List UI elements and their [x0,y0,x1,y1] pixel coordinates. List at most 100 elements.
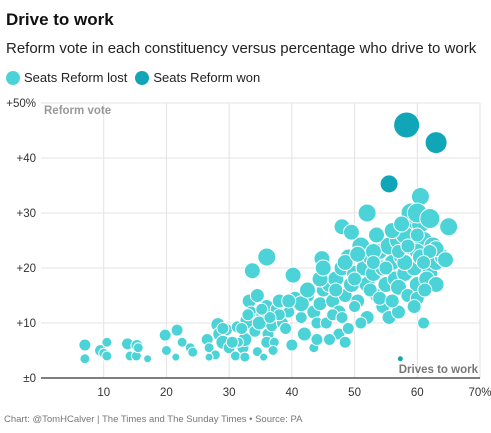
scatter-point-lost [335,311,349,324]
scatter-point-lost [349,245,367,263]
y-tick-label: +40 [16,153,36,165]
legend-item-lost: Seats Reform lost [6,70,127,85]
x-tick-label: 30 [223,387,236,399]
scatter-point-lost [225,335,239,349]
scatter-point-lost [101,350,113,362]
series-lost-points [78,187,459,365]
scatter-point-won [396,355,404,363]
scatter-point-lost [101,336,113,348]
x-tick-label: 50 [348,387,361,399]
scatter-point-lost [263,311,277,324]
scatter-point-lost [235,322,249,335]
scatter-point-lost [296,326,312,342]
scatter-point-lost [78,338,92,352]
scatter-point-lost [328,282,344,298]
y-axis-label: Reform vote [44,105,111,117]
scatter-point-lost [365,255,381,270]
chart-credit: Chart: @TomHCalver | The Times and The S… [4,414,303,425]
chart-legend: Seats Reform lost Seats Reform won [6,70,268,85]
x-tick-label: 60 [411,387,424,399]
scatter-point-won [424,131,448,155]
x-tick-label: 40 [285,387,298,399]
x-axis-label: Drives to work [399,364,479,376]
y-tick-label: +30 [16,208,36,220]
scatter-point-lost [204,352,214,362]
legend-swatch-won [135,70,150,85]
scatter-point-lost [406,299,422,314]
scatter-point-lost [416,255,432,270]
scatter-point-lost [284,266,302,284]
scatter-point-lost [312,296,328,312]
scatter-point-lost [216,322,230,335]
scatter-point-lost [419,208,441,229]
series-won-points [379,111,448,363]
scatter-point-lost [322,333,336,346]
scatter-point-lost [257,247,277,267]
scatter-point-lost [410,187,430,206]
scatter-point-lost [314,259,332,277]
x-tick-label: 20 [160,387,173,399]
chart-title: Drive to work [6,10,114,29]
legend-swatch-lost [6,70,20,85]
scatter-point-lost [310,333,324,346]
scatter-point-lost [241,308,255,322]
scatter-point-lost [79,353,91,365]
scatter-point-lost [347,271,363,287]
scatter-point-lost [267,345,279,356]
legend-label-lost: Seats Reform lost [24,70,128,85]
scatter-point-lost [143,354,153,364]
scatter-point-lost [187,346,199,358]
scatter-point-lost [251,346,263,358]
scatter-point-lost [259,352,269,362]
y-tick-label: ±0 [23,373,36,385]
scatter-point-lost [378,260,394,276]
legend-item-won: Seats Reform won [135,70,260,85]
scatter-point-lost [255,302,269,316]
chart-subtitle: Reform vote in each constituency versus … [6,40,477,57]
scatter-point-lost [400,238,416,254]
scatter-point-lost [294,311,308,324]
scatter-point-lost [281,293,297,309]
scatter-point-lost [249,288,265,303]
scatter-point-won [393,111,421,139]
y-tick-label: +10 [16,318,36,330]
scatter-point-lost [384,293,400,309]
scatter-point-lost [357,203,377,223]
x-tick-label: 70% [468,387,491,399]
scatter-point-lost [372,290,388,306]
y-axis-tick-labels: ±0 +10 +20 +30 +40 +50% [6,98,36,385]
scatter-point-lost [176,336,188,348]
scatter-point-lost [338,335,352,349]
scatter-point-lost [239,351,251,363]
scatter-point-lost [132,342,144,354]
scatter-point-lost [439,217,459,237]
scatter-point-lost [393,215,411,233]
scatter-point-lost [170,323,184,337]
scatter-point-lost [362,282,378,298]
scatter-point-lost [341,322,355,335]
scatter-point-lost [279,322,293,335]
y-tick-label: +20 [16,263,36,275]
scatter-point-lost [409,227,425,243]
legend-label-won: Seats Reform won [153,70,261,85]
scatter-point-lost [348,300,362,313]
scatter-point-lost [437,251,455,269]
scatter-point-lost [285,338,299,352]
scatter-point-lost [354,316,368,330]
scatter-point-lost [342,223,360,241]
scatter-point-lost [160,345,172,356]
scatter-point-lost [336,254,354,271]
scatter-point-lost [417,316,431,330]
scatter-point-lost [368,226,386,244]
scatter-point-won [379,174,399,194]
x-axis-tick-labels: 10 20 30 40 50 60 70% [97,387,491,399]
scatter-point-lost [417,282,433,298]
scatter-point-lost [171,352,181,362]
x-tick-label: 10 [97,387,110,399]
y-tick-label: +50% [6,98,36,110]
scatter-point-lost [299,281,317,299]
scatter-point-lost [158,328,172,342]
scatter-point-lost [243,262,261,280]
